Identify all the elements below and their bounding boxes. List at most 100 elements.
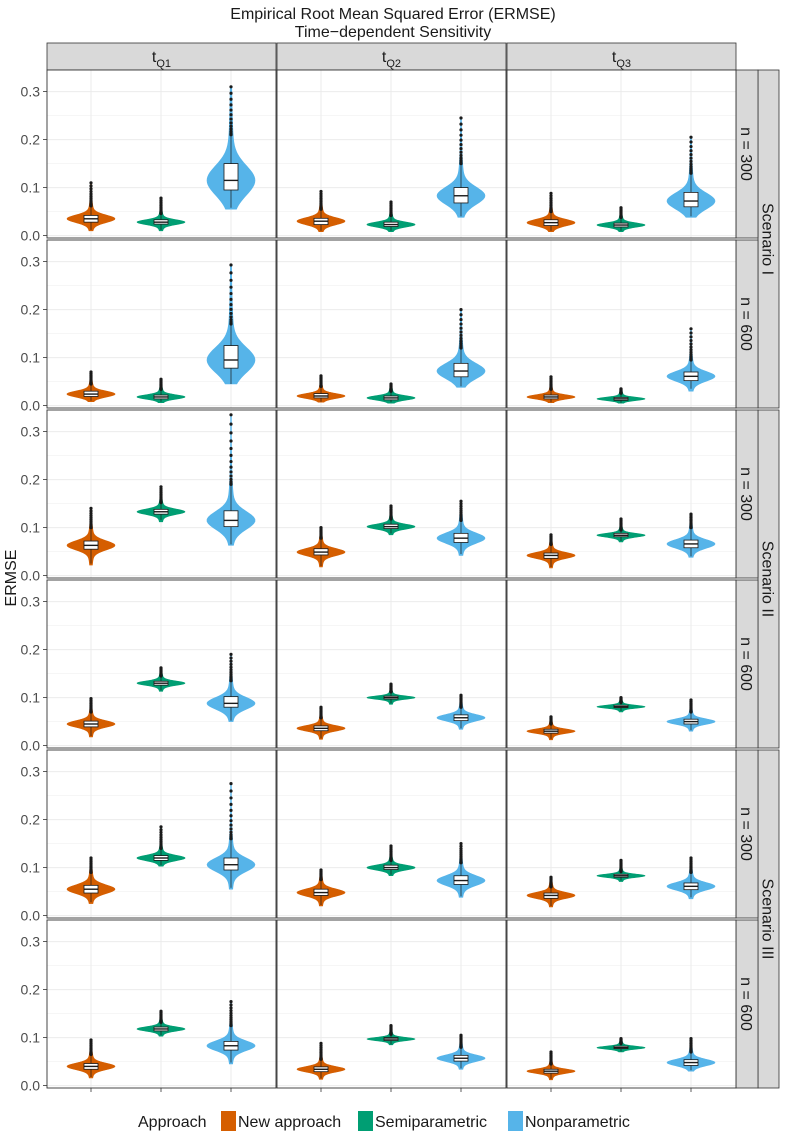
outlier-point — [229, 1011, 233, 1015]
panel-5-1 — [276, 919, 507, 1092]
box — [223, 696, 239, 708]
outlier-point — [459, 133, 463, 137]
panel-3-1 — [276, 579, 507, 749]
outlier-point — [229, 103, 233, 107]
violin-semiparametric — [136, 1009, 186, 1037]
panel-2-0 — [46, 409, 277, 579]
violin-nonparametric — [436, 308, 486, 388]
outlier-point — [459, 844, 463, 848]
row-label-3: n = 600 — [737, 637, 754, 691]
scenario-label-1: Scenario I — [759, 203, 776, 275]
outlier-point — [229, 802, 233, 806]
violin-new-approach — [66, 856, 116, 904]
outlier-point — [229, 422, 233, 426]
outlier-point — [159, 825, 163, 829]
column-strip-q2 — [276, 42, 507, 71]
panel-5-2 — [506, 919, 737, 1092]
outlier-point — [229, 413, 233, 417]
y-tick-label: 0.0 — [21, 1078, 41, 1094]
y-tick-label: 0.3 — [21, 594, 41, 610]
outlier-point — [159, 830, 163, 835]
legend-title: Approach — [138, 1114, 207, 1131]
outlier-point — [229, 263, 233, 267]
outlier-point — [389, 382, 393, 386]
outlier-point — [689, 856, 693, 860]
violin-nonparametric — [436, 842, 486, 898]
outlier-point — [689, 162, 693, 166]
outlier-point — [229, 303, 233, 307]
column-label-base: t — [152, 49, 157, 66]
outlier-point — [619, 1036, 623, 1041]
outlier-point — [619, 206, 623, 210]
legend-key — [508, 1111, 523, 1131]
row-label-0: n = 300 — [737, 127, 754, 181]
violin-new-approach — [66, 1038, 116, 1079]
violin-nonparametric — [436, 1033, 486, 1070]
violin-nonparametric — [436, 693, 486, 730]
outlier-point — [459, 1033, 463, 1037]
column-label-base: t — [612, 49, 617, 66]
outlier-point — [229, 474, 233, 478]
y-tick-label: 0.1 — [21, 860, 41, 876]
outlier-point — [459, 336, 463, 341]
outlier-point — [159, 196, 163, 200]
panel-3-2 — [506, 579, 737, 749]
y-tick-label: 0.1 — [21, 180, 41, 196]
panel-border — [506, 919, 737, 1089]
outlier-point — [689, 512, 693, 516]
outlier-point — [229, 808, 233, 812]
outlier-point — [459, 150, 463, 154]
outlier-point — [689, 1036, 693, 1041]
outlier-point — [229, 285, 233, 289]
outlier-point — [549, 196, 553, 200]
outlier-point — [549, 194, 553, 198]
outlier-point — [319, 1041, 323, 1045]
scenario-strip-1 — [757, 69, 780, 409]
chart-subtitle: Time−dependent Sensitivity — [295, 24, 491, 41]
y-tick-label: 0.2 — [21, 302, 41, 318]
outlier-point — [389, 200, 393, 204]
violin-semiparametric — [596, 858, 646, 882]
outlier-point — [229, 121, 233, 125]
violin-semiparametric — [136, 196, 186, 232]
outlier-point — [229, 470, 233, 474]
box — [223, 345, 239, 369]
outlier-point — [459, 122, 463, 126]
outlier-point — [319, 194, 323, 198]
outlier-point — [689, 698, 693, 702]
outlier-point — [229, 278, 233, 282]
outlier-point — [319, 192, 323, 196]
outlier-point — [89, 509, 93, 513]
violin-new-approach — [296, 189, 346, 233]
row-label-1: n = 600 — [737, 297, 754, 351]
violin-nonparametric — [666, 1036, 716, 1072]
panel-4-2 — [506, 749, 737, 919]
violin-nonparametric — [206, 263, 256, 385]
outlier-point — [459, 330, 463, 334]
outlier-point — [229, 670, 233, 674]
violin-semiparametric — [136, 825, 186, 867]
outlier-point — [89, 514, 93, 518]
outlier-point — [619, 517, 623, 521]
y-tick-label: 0.0 — [21, 908, 41, 924]
legend-label: New approach — [238, 1114, 341, 1131]
outlier-point — [229, 668, 233, 672]
row-label-4: n = 300 — [737, 807, 754, 861]
outlier-point — [459, 499, 463, 503]
outlier-point — [229, 814, 233, 818]
y-tick-label: 0.2 — [21, 132, 41, 148]
outlier-point — [459, 333, 463, 337]
outlier-point — [229, 311, 233, 316]
violin-new-approach — [296, 868, 346, 907]
violin-nonparametric — [436, 499, 486, 556]
outlier-point — [319, 868, 323, 872]
panel-border — [276, 409, 507, 579]
violin-new-approach — [526, 715, 576, 741]
outlier-point — [89, 1038, 93, 1042]
column-label-q2: tQ2 — [382, 49, 401, 70]
outlier-point — [619, 696, 623, 700]
y-tick-label: 0.0 — [21, 568, 41, 584]
violin-new-approach — [526, 875, 576, 908]
violin-nonparametric — [666, 135, 716, 218]
